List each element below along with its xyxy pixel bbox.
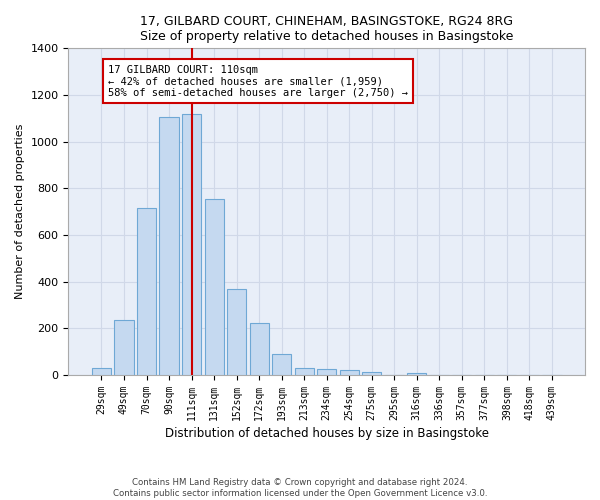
Bar xyxy=(160,117,179,375)
Text: 17 GILBARD COURT: 110sqm
← 42% of detached houses are smaller (1,959)
58% of sem: 17 GILBARD COURT: 110sqm ← 42% of detach… xyxy=(108,64,408,98)
Bar xyxy=(250,322,269,375)
X-axis label: Distribution of detached houses by size in Basingstoke: Distribution of detached houses by size … xyxy=(165,427,489,440)
Bar xyxy=(317,369,336,375)
Bar xyxy=(92,368,111,375)
Bar xyxy=(362,372,382,375)
Bar xyxy=(227,288,246,375)
Text: Contains HM Land Registry data © Crown copyright and database right 2024.
Contai: Contains HM Land Registry data © Crown c… xyxy=(113,478,487,498)
Bar xyxy=(205,199,224,375)
Bar xyxy=(340,370,359,375)
Bar xyxy=(295,368,314,375)
Bar xyxy=(407,372,427,375)
Title: 17, GILBARD COURT, CHINEHAM, BASINGSTOKE, RG24 8RG
Size of property relative to : 17, GILBARD COURT, CHINEHAM, BASINGSTOKE… xyxy=(140,15,514,43)
Bar xyxy=(115,320,134,375)
Bar xyxy=(272,354,291,375)
Bar xyxy=(182,114,201,375)
Y-axis label: Number of detached properties: Number of detached properties xyxy=(15,124,25,300)
Bar xyxy=(137,208,156,375)
